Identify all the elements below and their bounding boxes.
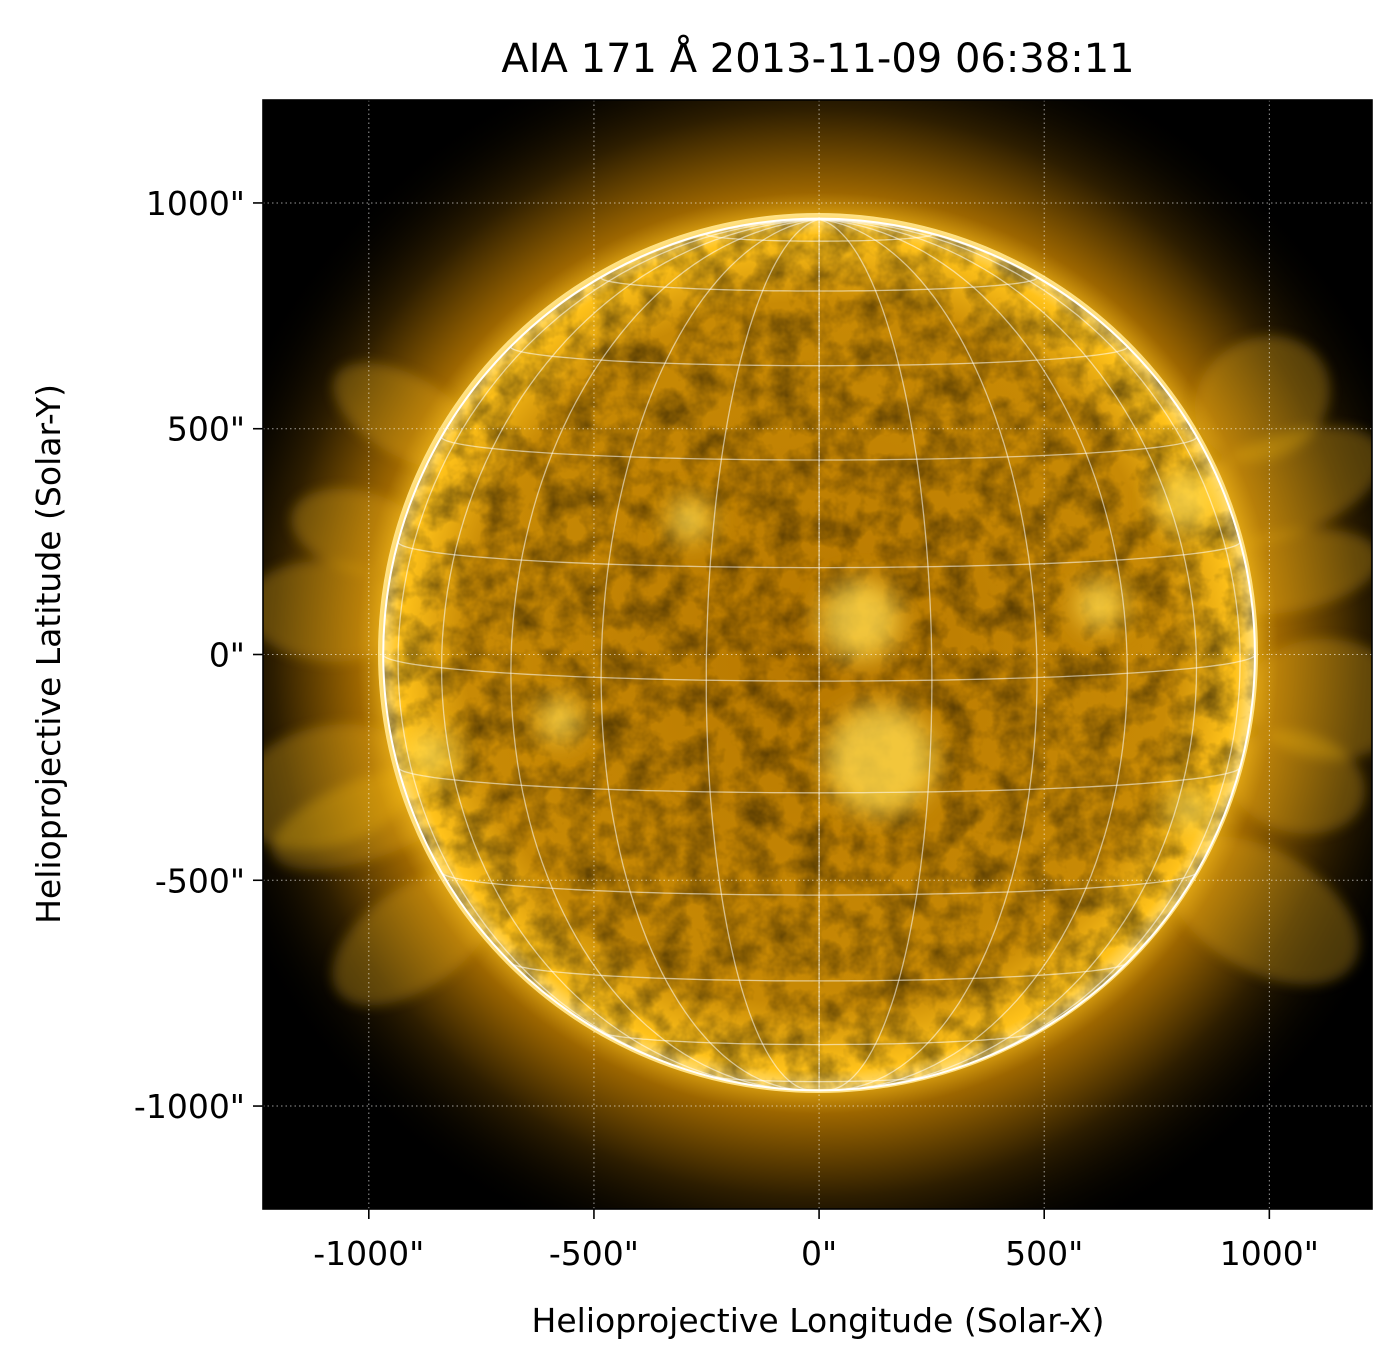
parallel-line [600, 277, 1038, 292]
active-region [405, 730, 455, 780]
y-tick-label: 1000" [146, 184, 245, 223]
y-tick-label: -500" [155, 861, 245, 900]
corona-loop [332, 870, 497, 1006]
meridian-line [819, 218, 1198, 1088]
y-axis-ticks: 1000" 500" 0" -500" -1000" [134, 184, 263, 1126]
active-regions [405, 470, 1215, 832]
corona-loop [263, 561, 409, 662]
image-area [263, 100, 1372, 1209]
meridian-line [818, 218, 933, 1091]
active-region [1168, 788, 1212, 832]
x-tick-label: -1000" [313, 1234, 424, 1273]
y-tick-label: 0" [209, 636, 245, 675]
active-region [820, 580, 900, 660]
parallel-line [397, 767, 1241, 794]
active-region [1075, 580, 1125, 630]
meridian-line [819, 218, 1241, 1079]
corona-loop [1247, 638, 1372, 760]
meridian-line [819, 218, 1128, 1090]
parallel-line [705, 234, 933, 242]
y-tick-label: 500" [167, 410, 245, 449]
meridian-line [397, 218, 820, 1079]
active-region [668, 498, 712, 542]
parallel-line [442, 873, 1196, 896]
x-tick-label: -500" [549, 1234, 639, 1273]
active-region [825, 705, 935, 815]
y-tick-label: -1000" [134, 1087, 245, 1126]
meridian-line [705, 218, 820, 1091]
meridian-line [819, 218, 1038, 1091]
x-tick-label: 500" [1005, 1234, 1083, 1273]
x-axis-ticks: -1000" -500" 0" 500" 1000" [313, 1209, 1319, 1273]
active-region [1155, 470, 1215, 530]
corona-loop [1194, 335, 1330, 462]
x-axis-label: Helioprojective Longitude (Solar-X) [532, 1301, 1105, 1340]
x-tick-label: 0" [801, 1234, 837, 1273]
x-tick-label: 1000" [1220, 1234, 1319, 1273]
parallel-line [603, 1032, 1036, 1046]
meridian-line [440, 218, 820, 1088]
active-region [538, 698, 582, 742]
corona-loop [1165, 836, 1359, 985]
parallel-line [397, 541, 1241, 569]
coordinate-grid [263, 100, 1372, 1209]
disk-texture [383, 218, 1255, 1091]
parallel-line [511, 962, 1127, 982]
meridian-line [510, 218, 820, 1090]
chart-title: AIA 171 Å 2013-11-09 06:38:11 [501, 34, 1134, 82]
y-axis-label: Helioprojective Latitude (Solar-Y) [29, 384, 68, 924]
corona-loops [263, 335, 1372, 1006]
